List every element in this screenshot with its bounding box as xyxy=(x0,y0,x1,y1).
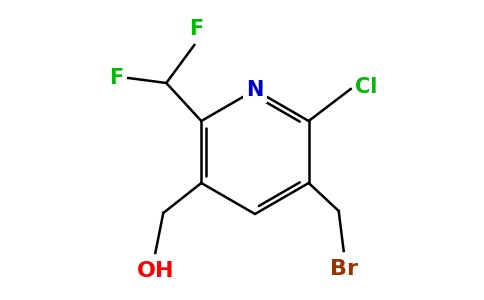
Text: Br: Br xyxy=(330,259,358,279)
Text: OH: OH xyxy=(136,261,174,281)
Text: Cl: Cl xyxy=(355,77,377,97)
Text: N: N xyxy=(246,80,264,100)
Text: F: F xyxy=(189,19,203,39)
Text: F: F xyxy=(109,68,123,88)
